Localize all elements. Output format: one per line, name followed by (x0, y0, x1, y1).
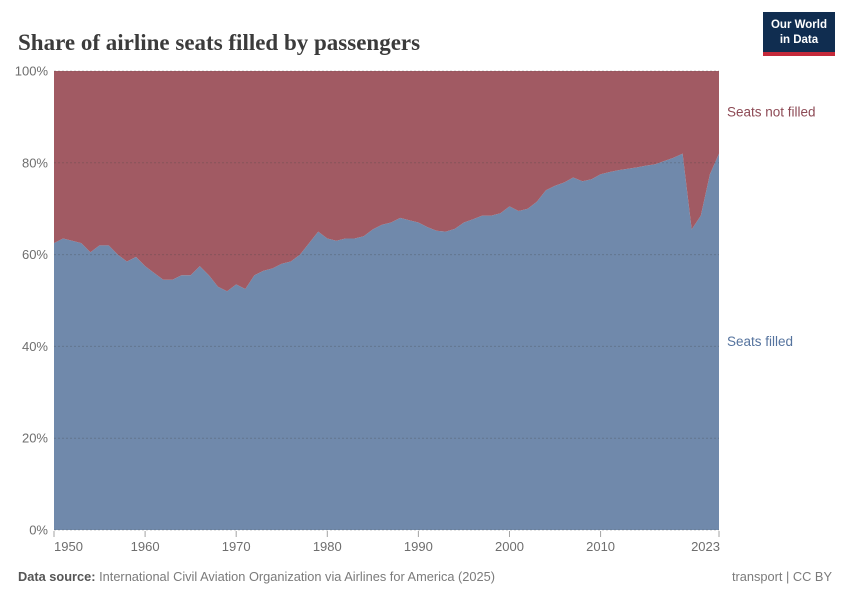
data-source-note: Data source: International Civil Aviatio… (18, 569, 495, 584)
x-tick-label-1970: 1970 (222, 539, 251, 554)
y-tick-label-40: 40% (22, 339, 48, 354)
series-label-seats-not-filled[interactable]: Seats not filled (727, 104, 816, 119)
owid-logo[interactable]: Our World in Data (762, 12, 835, 56)
owid-logo-line2: in Data (779, 33, 819, 46)
x-tick-label-2023: 2023 (691, 539, 720, 554)
y-tick-label-80: 80% (22, 155, 48, 170)
x-tick-label-1980: 1980 (313, 539, 342, 554)
x-tick-label-2010: 2010 (586, 539, 615, 554)
seats-filled-area[interactable] (54, 153, 719, 530)
y-tick-label-0: 0% (29, 523, 48, 538)
owid-logo-line1: Our World (770, 19, 827, 31)
y-tick-label-100: 100% (15, 64, 49, 79)
x-tick-label-1990: 1990 (404, 539, 433, 554)
x-tick-label-2000: 2000 (495, 539, 524, 554)
x-tick-label-1950: 1950 (54, 539, 83, 554)
x-tick-label-1960: 1960 (131, 539, 160, 554)
data-source-label: Data source: (18, 569, 96, 584)
chart-footer: Data source: International Civil Aviatio… (0, 569, 850, 584)
data-source-text: International Civil Aviation Organizatio… (95, 569, 496, 584)
y-tick-label-20: 20% (22, 431, 48, 446)
rights-note[interactable]: transport | CC BY (731, 569, 832, 584)
stacked-area-chart: 0% 20% 40% 60% 80% 100% 1950 1960 1970 1980 1990 20… (15, 64, 816, 555)
series-label-seats-filled[interactable]: Seats filled (727, 334, 793, 349)
seats-not-filled-area[interactable] (54, 71, 719, 292)
page-title: Share of airline seats filled by passeng… (18, 30, 421, 56)
y-tick-label-60: 60% (22, 247, 48, 262)
